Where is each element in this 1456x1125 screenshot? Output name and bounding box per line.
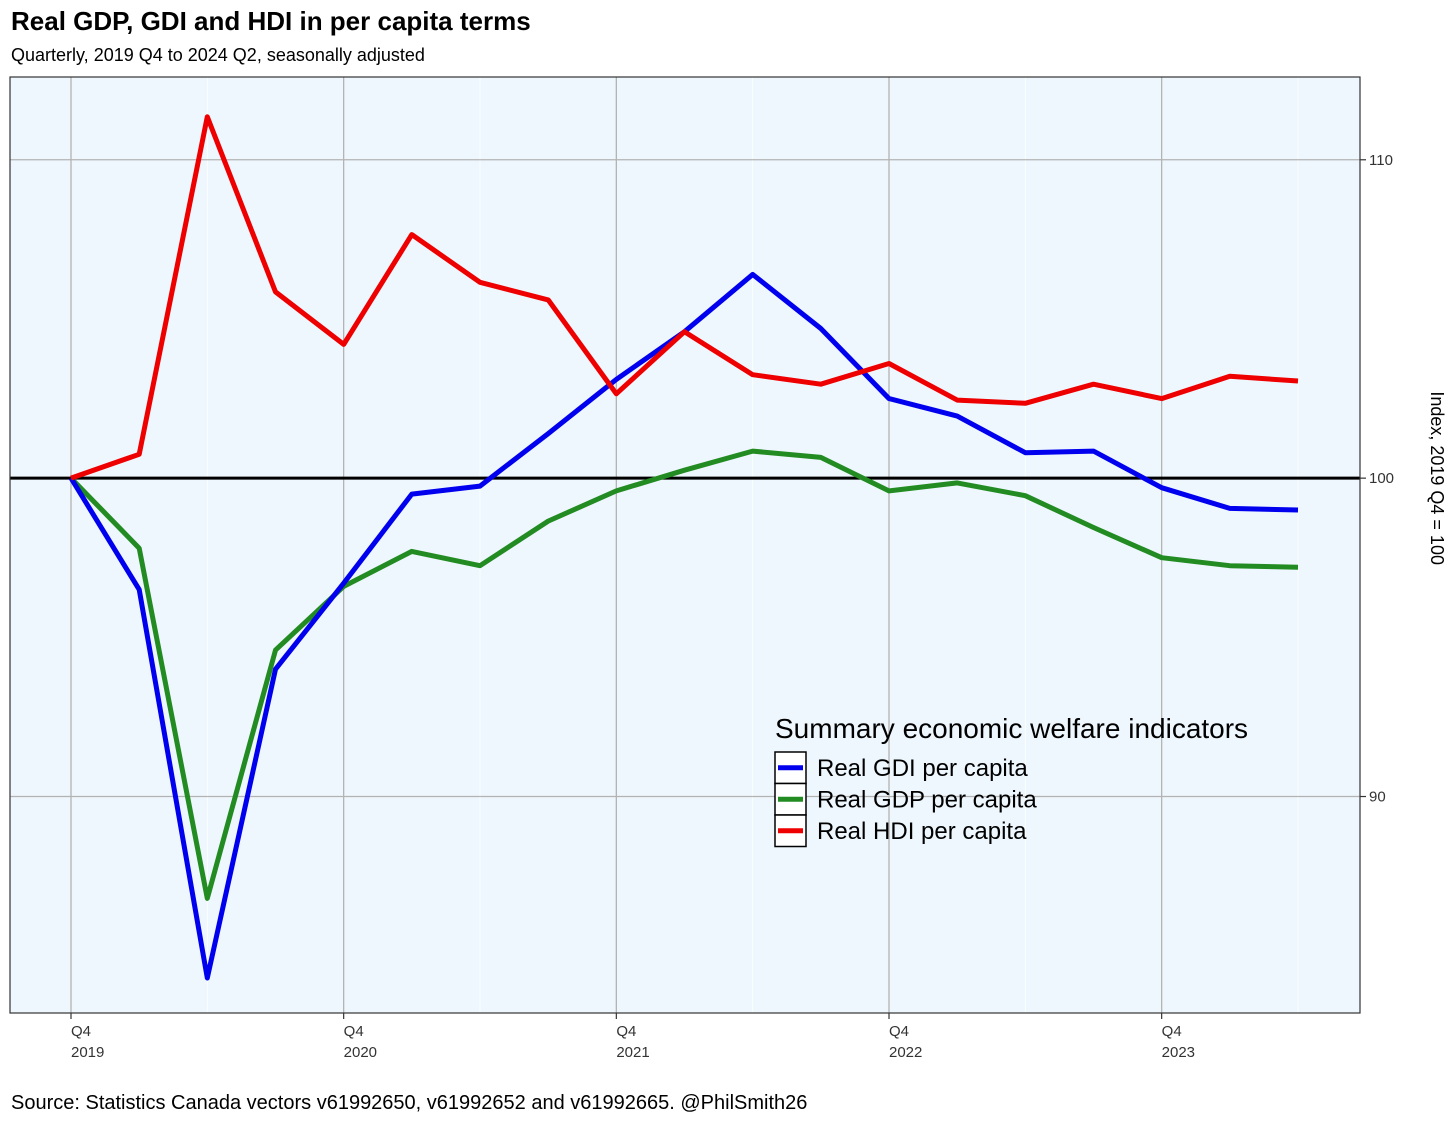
y-tick-label: 100	[1369, 470, 1394, 487]
x-tick-label-year: 2023	[1162, 1044, 1195, 1061]
y-tick-label: 90	[1369, 789, 1386, 806]
x-axis: Q4 2019 Q4 2020 Q4 2021 Q4 2022 Q4 2023	[70, 1013, 1195, 1061]
source-caption: Source: Statistics Canada vectors v61992…	[11, 1092, 808, 1114]
series-line-real-gdp-per-capita	[69, 448, 1299, 901]
x-tick-label-year: 2019	[71, 1044, 104, 1061]
x-tick-label-quarter: Q4	[889, 1023, 909, 1040]
series-lines	[68, 114, 1299, 981]
legend-title: Summary economic welfare indicators	[775, 713, 1248, 744]
x-tick-label-quarter: Q4	[344, 1023, 364, 1040]
legend: Summary economic welfare indicators Real…	[774, 713, 1248, 848]
legend-label: Real GDP per capita	[817, 787, 1037, 814]
x-tick-label-quarter: Q4	[616, 1023, 636, 1040]
x-tick-label-quarter: Q4	[1162, 1023, 1182, 1040]
chart-title: Real GDP, GDI and HDI in per capita term…	[11, 6, 531, 36]
y-tick-label: 110	[1369, 152, 1393, 169]
legend-label: Real GDI per capita	[817, 755, 1028, 782]
y-axis: 90 100 110	[1360, 152, 1394, 806]
y-axis-title: Index, 2019 Q4 = 100	[1427, 391, 1447, 565]
x-tick-label-quarter: Q4	[71, 1023, 91, 1040]
plot-border	[9, 76, 1361, 1014]
x-tick-label-year: 2022	[889, 1044, 922, 1061]
chart-subtitle: Quarterly, 2019 Q4 to 2024 Q2, seasonall…	[11, 45, 425, 65]
legend-label: Real HDI per capita	[817, 818, 1027, 845]
x-tick-label-year: 2020	[344, 1044, 377, 1061]
series-line-real-hdi-per-capita	[70, 114, 1299, 481]
x-tick-label-year: 2021	[616, 1044, 649, 1061]
